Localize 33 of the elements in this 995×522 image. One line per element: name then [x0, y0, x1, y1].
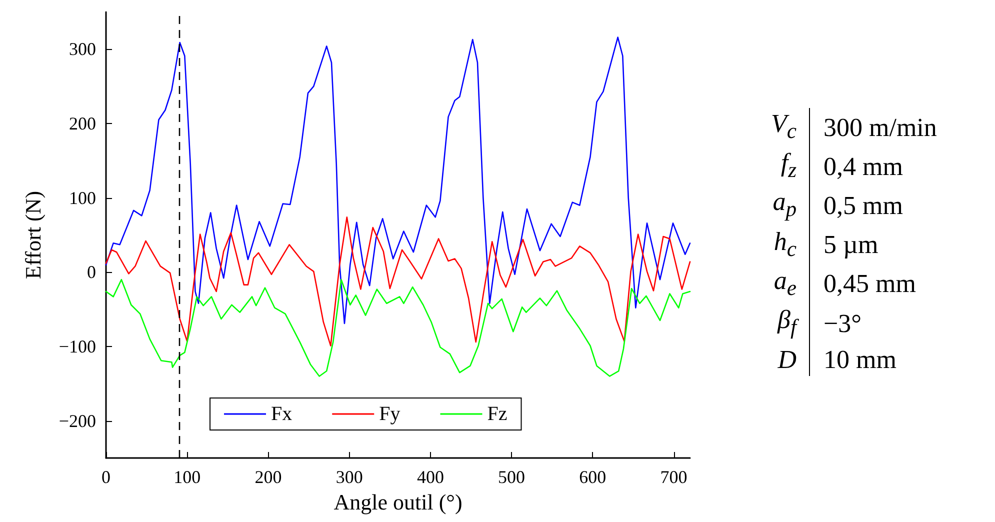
text: 0,5 mm [822, 190, 904, 222]
text: h$_{c}$ [770, 226, 810, 265]
text: β$_{f}$ [770, 304, 810, 344]
y-tick-label: 0 [87, 262, 96, 282]
y-tick-label: 100 [69, 188, 96, 208]
x-tick-label: 100 [174, 467, 201, 487]
x-tick-label: 0 [102, 467, 110, 487]
text: a$_{p}$ [770, 186, 810, 226]
text: 10 mm [822, 344, 898, 376]
text: 5 µm [822, 229, 880, 262]
x-axis-title: Angle outil (°) [334, 489, 462, 514]
y-tick-label: −100 [58, 336, 96, 356]
text: 0,4 mm [822, 150, 904, 183]
x-tick-label: 600 [579, 467, 606, 487]
y-tick-label: −200 [58, 410, 96, 431]
text: 0,45 mm [822, 268, 917, 300]
x-tick-label: 700 [660, 467, 688, 487]
x-tick-label: 400 [416, 467, 444, 487]
text: D [770, 343, 810, 376]
x-tick-label: 300 [336, 467, 363, 487]
legend-label: Fy [379, 403, 400, 425]
x-tick-label: 500 [498, 467, 526, 487]
text: a$_{e}$ [770, 264, 810, 304]
text: f$_{z}$ [770, 147, 810, 186]
text: 300 m/min [822, 112, 938, 144]
y-axis-title: Effort (N) [20, 190, 46, 280]
text: V$_{c}$ [770, 108, 810, 148]
text: −3° [822, 308, 863, 340]
y-tick-label: 300 [69, 39, 96, 60]
legend-label: Fx [271, 403, 292, 425]
legend-label: Fz [487, 403, 508, 425]
x-tick-label: 200 [254, 467, 282, 487]
y-tick-label: 200 [69, 114, 96, 134]
